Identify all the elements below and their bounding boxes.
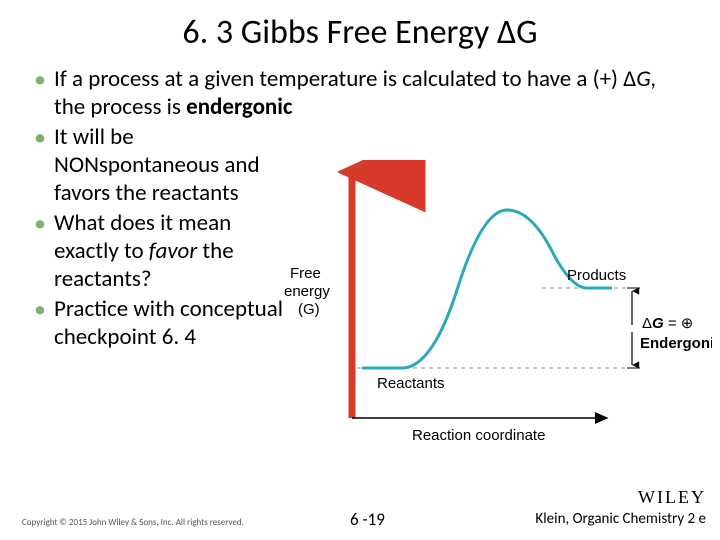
energy-diagram: Free energy (G) Reaction coordinate Reac… xyxy=(282,160,712,460)
bullet-2-text: It will be NONspontaneous and favors the… xyxy=(54,123,260,207)
dg-eq: = ⊕ xyxy=(664,315,694,332)
bullet-2: It will be NONspontaneous and favors the… xyxy=(30,123,290,207)
bullet-1-text-c: the process is xyxy=(54,93,186,121)
bullet-4-text: Practice with conceptual checkpoint 6. 4 xyxy=(54,295,283,351)
bullet-4: Practice with conceptual checkpoint 6. 4 xyxy=(30,295,290,351)
endergonic-label: Endergonic xyxy=(640,335,712,352)
y-label-1: Free xyxy=(290,265,321,282)
x-label: Reaction coordinate xyxy=(412,427,545,444)
copyright-text: Copyright © 2015 John Wiley & Sons, Inc.… xyxy=(22,517,244,528)
products-label: Products xyxy=(567,267,626,284)
dg-g: G xyxy=(652,315,664,332)
bullet-1-text-d: endergonic xyxy=(186,93,292,121)
diagram-svg: Free energy (G) Reaction coordinate Reac… xyxy=(282,160,712,460)
bullet-1-text-b: G, xyxy=(636,65,656,93)
slide-title: 6. 3 Gibbs Free Energy ΔG xyxy=(0,0,720,61)
bullet-3-text-b: favor xyxy=(149,237,197,265)
bullet-1: If a process at a given temperature is c… xyxy=(30,65,688,121)
book-reference: Klein, Organic Chemistry 2 e xyxy=(535,510,706,528)
y-label-2: energy xyxy=(284,283,330,300)
title-text: 6. 3 Gibbs Free Energy ΔG xyxy=(182,12,537,53)
y-label-3: (G) xyxy=(298,301,320,318)
page-number: 6 -19 xyxy=(350,509,385,530)
dg-label: ΔG = ⊕ xyxy=(642,315,693,332)
bullet-3: What does it mean exactly to favor the r… xyxy=(30,209,290,293)
dg-delta: Δ xyxy=(642,315,652,332)
wiley-logo: WILEY xyxy=(638,487,706,508)
energy-curve xyxy=(362,210,612,368)
reactants-label: Reactants xyxy=(377,375,445,392)
bullet-1-text-a: If a process at a given temperature is c… xyxy=(54,65,636,93)
